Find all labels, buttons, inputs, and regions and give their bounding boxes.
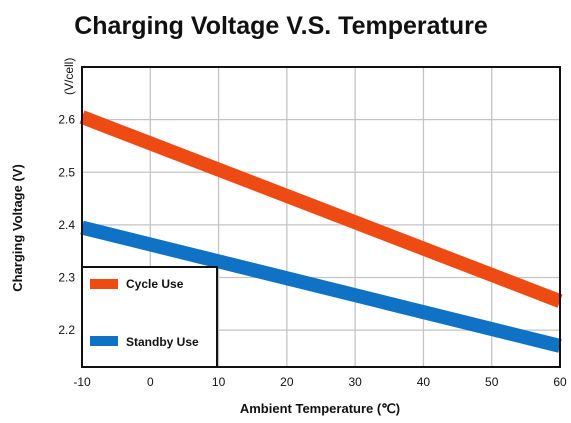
y-tick-labels: 2.2 2.3 2.4 2.5 2.6 <box>58 113 75 338</box>
y-tick-label: 2.4 <box>58 218 75 232</box>
plot-frame <box>81 66 561 368</box>
x-tick-label: 30 <box>348 375 362 389</box>
series-line-standby-use <box>80 220 562 353</box>
y-tick-label: 2.5 <box>58 165 75 179</box>
y-tick-label: 2.2 <box>58 323 75 337</box>
y-axis-unit: (V/cell) <box>62 58 76 95</box>
y-tick-label: 2.6 <box>58 113 75 127</box>
x-tick-label: 20 <box>280 375 294 389</box>
x-axis-title: Ambient Temperature (℃) <box>240 401 400 416</box>
x-tick-label: 60 <box>553 375 567 389</box>
x-tick-labels: -10 0 10 20 30 40 50 60 <box>73 375 567 389</box>
chart-title: Charging Voltage V.S. Temperature <box>74 12 488 40</box>
y-axis-title: Charging Voltage (V) <box>10 164 25 292</box>
legend: Cycle Use Standby Use <box>81 266 218 368</box>
x-tick-label: 10 <box>212 375 226 389</box>
x-tick-label: 0 <box>147 375 154 389</box>
series-line-cycle-use <box>79 110 563 308</box>
legend-label-cycle: Cycle Use <box>126 277 184 291</box>
legend-swatch-cycle <box>90 279 118 289</box>
y-tick-label: 2.3 <box>58 271 75 285</box>
series-lines <box>79 110 563 353</box>
legend-swatch-standby <box>90 336 118 346</box>
x-tick-label: -10 <box>73 375 91 389</box>
legend-label-standby: Standby Use <box>126 335 199 349</box>
x-tick-label: 40 <box>417 375 431 389</box>
x-tick-label: 50 <box>485 375 499 389</box>
